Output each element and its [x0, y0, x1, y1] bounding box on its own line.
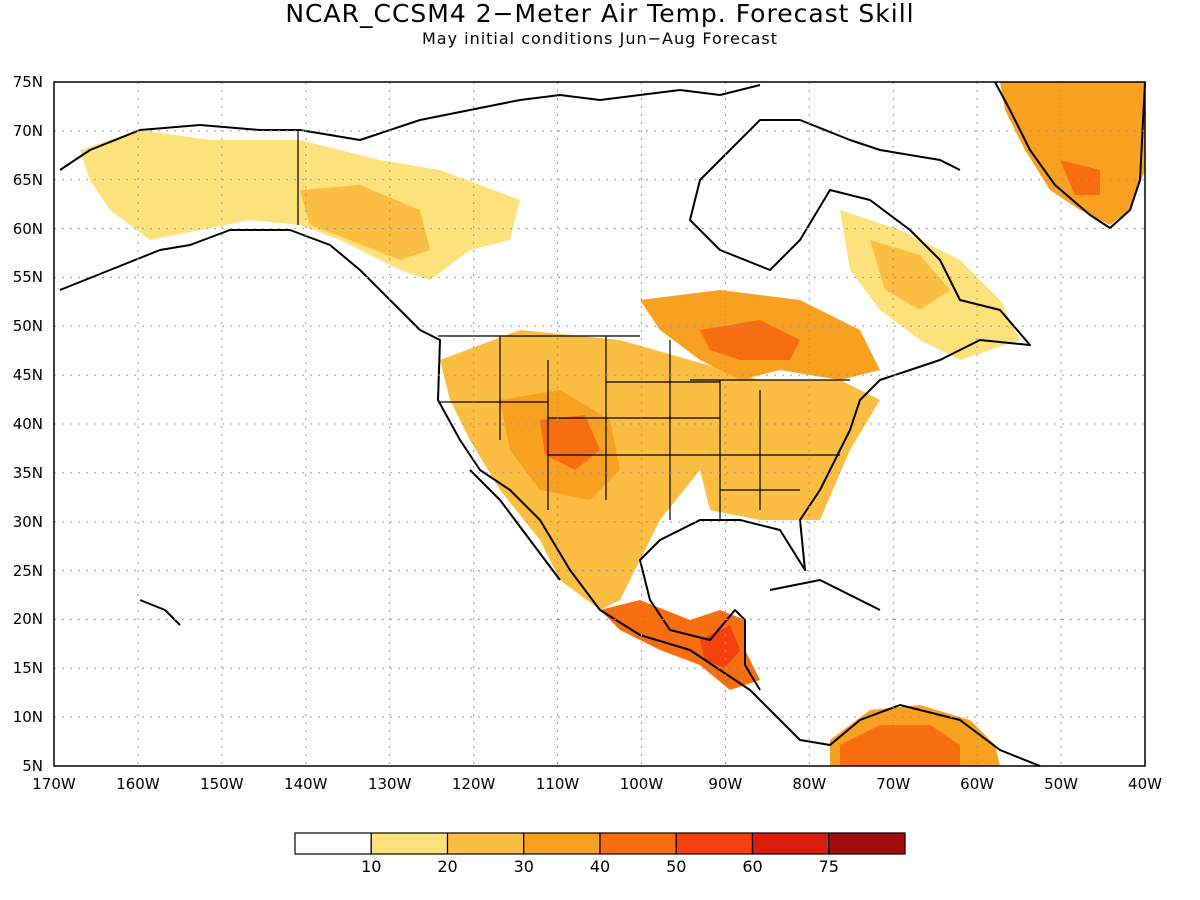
lon-tick-label: 130W: [367, 775, 412, 793]
lon-tick-label: 50W: [1044, 775, 1079, 793]
colorbar-swatch: [446, 832, 525, 855]
coastline-arctic: [59, 84, 761, 171]
colorbar-tick-label: 20: [437, 857, 458, 876]
lat-tick-label: 50N: [12, 317, 43, 336]
skill-region-fourcorners: [540, 415, 600, 470]
skill-region-greenland: [1000, 82, 1145, 225]
lat-tick-label: 25N: [12, 561, 43, 580]
lat-tick-label: 70N: [12, 121, 43, 140]
lon-tick-label: 170W: [32, 775, 76, 793]
lon-tick-label: 160W: [116, 775, 160, 793]
lon-tick-label: 100W: [619, 775, 664, 793]
colorbar: [294, 832, 906, 855]
lat-tick-label: 40N: [12, 415, 43, 433]
coastline-greenland: [994, 81, 1146, 229]
lon-tick-label: 140W: [284, 775, 328, 793]
lon-tick-label: 150W: [200, 775, 244, 793]
colorbar-tick-label: 50: [666, 857, 687, 876]
skill-region-south-america-core: [840, 725, 960, 766]
coastline-layer: [59, 81, 1146, 767]
skill-region-greenland-core: [1060, 160, 1100, 195]
lat-tick-label: 30N: [12, 512, 43, 531]
lat-tick-label: 55N: [12, 268, 43, 287]
lat-tick-label: 5N: [22, 757, 43, 775]
colorbar-swatch: [751, 832, 830, 855]
lat-tick-label: 75N: [12, 73, 43, 91]
map-subtitle: May initial conditions Jun−Aug Forecast: [421, 29, 779, 48]
colorbar-tick-label: 40: [589, 857, 611, 876]
skill-region-east: [690, 360, 880, 520]
lat-tick-label: 35N: [12, 463, 43, 482]
skill-region-labrador-core: [870, 240, 950, 310]
lat-tick-label: 20N: [12, 610, 43, 629]
lat-tick-label: 65N: [12, 170, 43, 189]
skill-region-central-america: [600, 600, 760, 690]
skill-region-central-america-core: [700, 625, 740, 668]
skill-field-layer: [80, 82, 1145, 766]
colorbar-tick-label: 75: [818, 857, 839, 876]
lon-tick-label: 70W: [876, 775, 911, 793]
colorbar-swatch: [523, 832, 601, 855]
coastline-cuba: [769, 579, 881, 611]
lon-tick-label: 120W: [451, 775, 496, 793]
colorbar-swatch: [294, 832, 372, 855]
lat-tick-label: 10N: [12, 708, 43, 727]
graticule-layer: [54, 82, 1145, 766]
coastline-baja: [469, 469, 561, 581]
coastline-gulf: [639, 119, 1031, 691]
colorbar-swatch: [675, 832, 754, 855]
lon-tick-label: 40W: [1128, 775, 1162, 793]
skill-region-yukon: [300, 185, 430, 260]
lon-tick-label: 60W: [960, 775, 995, 793]
map-title: NCAR_CCSM4 2−Meter Air Temp. Forecast Sk…: [285, 0, 915, 28]
colorbar-swatch: [599, 832, 677, 855]
colorbar-swatch: [828, 832, 906, 855]
map-frame: [53, 81, 1146, 767]
lon-tick-label: 110W: [535, 775, 580, 793]
skill-region-alaska: [80, 130, 520, 280]
colorbar-swatch: [370, 832, 449, 855]
lat-tick-label: 45N: [12, 366, 43, 385]
lat-tick-label: 60N: [12, 219, 43, 238]
coastline-north-america: [59, 229, 1041, 767]
lat-tick-label: 15N: [12, 659, 43, 678]
lon-tick-label: 80W: [792, 775, 827, 793]
colorbar-tick-label: 60: [742, 857, 763, 876]
colorbar-tick-label: 10: [361, 857, 382, 876]
lon-tick-label: 90W: [708, 775, 743, 793]
colorbar-tick-label: 30: [513, 857, 534, 876]
coastline-hawaii: [139, 599, 181, 626]
